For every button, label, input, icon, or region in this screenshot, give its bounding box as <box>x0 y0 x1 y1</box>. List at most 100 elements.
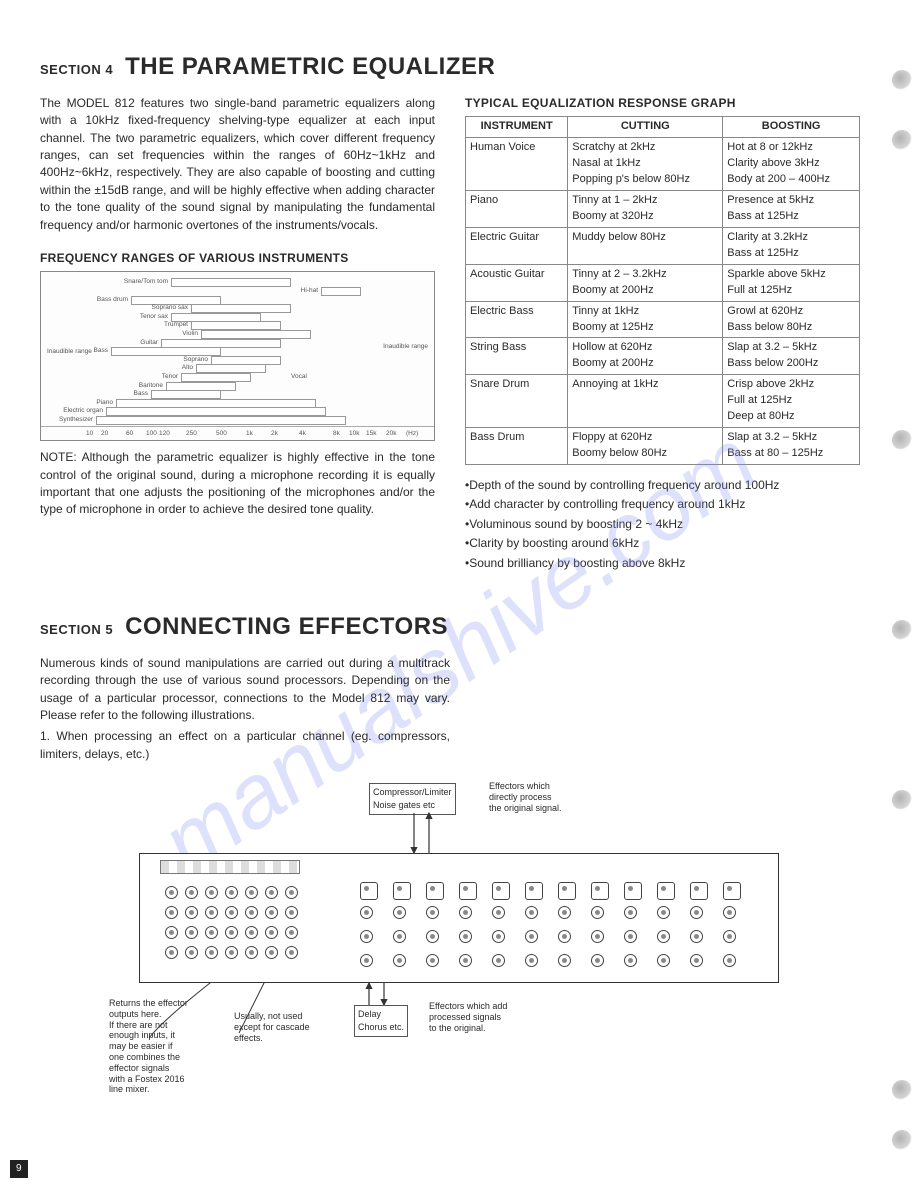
jack <box>393 954 406 967</box>
table-row: Electric BassTinny at 1kHz Boomy at 125H… <box>466 301 860 338</box>
section5-intro: Numerous kinds of sound manipulations ar… <box>40 655 450 725</box>
jack <box>393 906 406 919</box>
list-item: •Add character by controlling frequency … <box>465 496 860 513</box>
freq-bar-label: Hi-hat <box>301 286 318 295</box>
jack <box>558 882 576 900</box>
jack <box>690 906 703 919</box>
binder-ring <box>892 1080 912 1100</box>
diagram-note-cascade: Usually, not used except for cascade eff… <box>234 1011 329 1043</box>
binder-ring <box>892 130 912 150</box>
eq-tips-list: •Depth of the sound by controlling frequ… <box>465 477 860 572</box>
freq-bar-label: Bass <box>134 389 148 398</box>
frequency-range-chart: Snare/Tom tomHi-hatBass drumSoprano saxT… <box>40 271 435 441</box>
freq-bar-label: Violin <box>182 329 198 338</box>
section4-note: NOTE: Although the parametric equalizer … <box>40 449 435 519</box>
jack <box>285 926 298 939</box>
jack <box>558 930 571 943</box>
table-cell: Acoustic Guitar <box>466 264 568 301</box>
section4-title: THE PARAMETRIC EQUALIZER <box>125 50 495 85</box>
jack <box>245 886 258 899</box>
table-cell: Slap at 3.2 – 5kHz Bass below 200Hz <box>723 338 860 375</box>
binder-ring <box>892 430 912 450</box>
jack <box>690 882 708 900</box>
table-row: Acoustic GuitarTinny at 2 – 3.2kHz Boomy… <box>466 264 860 301</box>
jack <box>591 930 604 943</box>
table-row: PianoTinny at 1 – 2kHz Boomy at 320HzPre… <box>466 190 860 227</box>
freq-axis-label: 20k <box>386 429 396 438</box>
jack <box>360 954 373 967</box>
jack <box>624 954 637 967</box>
table-cell: Floppy at 620Hz Boomy below 80Hz <box>568 428 723 465</box>
jack <box>205 886 218 899</box>
jack <box>265 906 278 919</box>
jack <box>165 886 178 899</box>
freq-axis-label: 15k <box>366 429 376 438</box>
jack <box>185 886 198 899</box>
table-cell: Bass Drum <box>466 428 568 465</box>
jack <box>591 954 604 967</box>
jack <box>723 930 736 943</box>
freq-bar-label: Synthesizer <box>59 415 93 424</box>
jack <box>285 946 298 959</box>
freq-axis-label: 4k <box>299 429 306 438</box>
table-cell: Snare Drum <box>466 375 568 428</box>
table-cell: Piano <box>466 190 568 227</box>
list-item: •Voluminous sound by boosting 2 ~ 4kHz <box>465 516 860 533</box>
table-header: BOOSTING <box>723 117 860 138</box>
jack <box>624 906 637 919</box>
table-cell: Hot at 8 or 12kHz Clarity above 3kHz Bod… <box>723 138 860 191</box>
table-cell: Electric Bass <box>466 301 568 338</box>
jack <box>591 906 604 919</box>
table-cell: Sparkle above 5kHz Full at 125Hz <box>723 264 860 301</box>
jack <box>558 954 571 967</box>
jack <box>723 954 736 967</box>
diagram-note-processed: Effectors which add processed signals to… <box>429 1001 507 1033</box>
jack <box>165 926 178 939</box>
section5: SECTION 5 CONNECTING EFFECTORS Numerous … <box>40 610 878 1073</box>
jack <box>185 946 198 959</box>
table-row: Human VoiceScratchy at 2kHz Nasal at 1kH… <box>466 138 860 191</box>
section4-header: SECTION 4 THE PARAMETRIC EQUALIZER <box>40 50 878 85</box>
table-cell: Tinny at 1 – 2kHz Boomy at 320Hz <box>568 190 723 227</box>
table-cell: String Bass <box>466 338 568 375</box>
binder-ring <box>892 70 912 90</box>
jack <box>265 926 278 939</box>
jack <box>492 930 505 943</box>
freq-axis-label: 8k <box>333 429 340 438</box>
freq-axis-label: 500 <box>216 429 227 438</box>
jack <box>690 954 703 967</box>
jack <box>690 930 703 943</box>
table-cell: Muddy below 80Hz <box>568 227 723 264</box>
jack <box>393 882 411 900</box>
jack <box>185 926 198 939</box>
table-cell: Hollow at 620Hz Boomy at 200Hz <box>568 338 723 375</box>
binder-ring <box>892 790 912 810</box>
jack <box>525 882 543 900</box>
jack <box>245 906 258 919</box>
freq-axis-label: 10k <box>349 429 359 438</box>
table-header: CUTTING <box>568 117 723 138</box>
freq-axis-label: 250 <box>186 429 197 438</box>
page-number: 9 <box>10 1160 28 1179</box>
jack <box>205 926 218 939</box>
freq-axis-label: 20 <box>101 429 108 438</box>
jack <box>393 930 406 943</box>
jack <box>525 954 538 967</box>
jack <box>657 954 670 967</box>
eq-table-title: TYPICAL EQUALIZATION RESPONSE GRAPH <box>465 95 860 112</box>
binder-ring <box>892 1130 912 1150</box>
jack <box>245 946 258 959</box>
jack <box>245 926 258 939</box>
jack <box>525 930 538 943</box>
jack <box>185 906 198 919</box>
list-item: •Sound brilliancy by boosting above 8kHz <box>465 555 860 572</box>
jack <box>525 906 538 919</box>
section5-title: CONNECTING EFFECTORS <box>125 610 448 645</box>
jack <box>360 930 373 943</box>
freq-left-label: Inaudible range <box>47 347 92 356</box>
jack <box>657 930 670 943</box>
table-cell: Annoying at 1kHz <box>568 375 723 428</box>
jack <box>225 946 238 959</box>
list-item: •Clarity by boosting around 6kHz <box>465 535 860 552</box>
table-cell: Human Voice <box>466 138 568 191</box>
